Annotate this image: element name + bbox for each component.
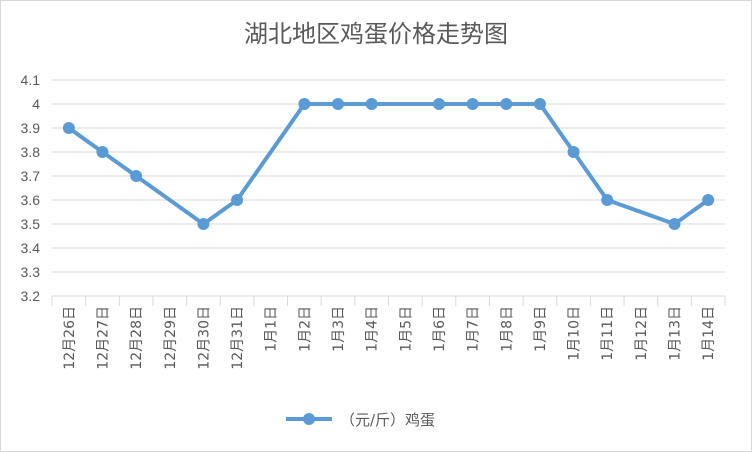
x-tick-label: 1月3日 bbox=[331, 306, 347, 352]
y-tick-label: 3.4 bbox=[21, 240, 41, 256]
y-tick-label: 3.7 bbox=[21, 168, 41, 184]
x-tick-label: 1月12日 bbox=[634, 306, 650, 361]
x-tick-label: 12月28日 bbox=[129, 306, 145, 370]
data-point-7 bbox=[298, 98, 311, 110]
x-axis-ticks bbox=[51, 296, 726, 306]
x-tick-label: 1月8日 bbox=[499, 306, 515, 352]
data-point-15 bbox=[567, 146, 580, 158]
y-tick-label: 4.1 bbox=[21, 72, 41, 88]
data-point-5 bbox=[231, 194, 244, 206]
data-point-12 bbox=[466, 98, 479, 110]
data-point-16 bbox=[601, 194, 614, 206]
x-tick-label: 1月13日 bbox=[668, 306, 684, 361]
x-tick-label: 1月1日 bbox=[264, 306, 280, 352]
data-point-0 bbox=[62, 122, 75, 134]
legend-line-marker bbox=[286, 408, 332, 430]
x-tick-label: 1月4日 bbox=[365, 306, 381, 352]
data-point-1 bbox=[96, 146, 109, 158]
y-tick-label: 3.9 bbox=[21, 120, 41, 136]
x-tick-label: 1月10日 bbox=[567, 306, 583, 361]
legend: （元/斤）鸡蛋 bbox=[286, 408, 435, 430]
y-tick-label: 3.8 bbox=[21, 144, 41, 160]
series-line bbox=[67, 102, 710, 226]
legend-label: （元/斤）鸡蛋 bbox=[340, 410, 436, 429]
data-point-4 bbox=[197, 218, 210, 230]
y-tick-label: 3.2 bbox=[21, 288, 41, 304]
x-tick-label: 12月26日 bbox=[62, 306, 78, 370]
chart-title: 湖北地区鸡蛋价格走势图 bbox=[244, 20, 508, 48]
x-tick-label: 1月6日 bbox=[432, 306, 448, 352]
y-axis-tick-labels: 3.2 3.3 3.4 3.5 3.6 3.7 3.8 3.9 4 4.1 bbox=[21, 72, 41, 304]
data-point-18 bbox=[668, 218, 681, 230]
y-tick-label: 3.3 bbox=[21, 264, 41, 280]
x-tick-label: 1月9日 bbox=[533, 306, 549, 352]
x-tick-label: 1月7日 bbox=[466, 306, 482, 352]
x-tick-label: 1月14日 bbox=[701, 306, 717, 361]
data-point-19 bbox=[702, 194, 715, 206]
y-tick-label: 3.5 bbox=[21, 216, 41, 232]
x-tick-label: 1月5日 bbox=[398, 306, 414, 352]
x-tick-label: 12月29日 bbox=[163, 306, 179, 370]
data-point-2 bbox=[130, 170, 143, 182]
y-tick-label: 3.6 bbox=[21, 192, 41, 208]
x-tick-label: 12月27日 bbox=[95, 306, 111, 370]
x-tick-label: 12月31日 bbox=[230, 306, 246, 370]
gridlines bbox=[52, 79, 725, 297]
x-tick-label: 1月11日 bbox=[600, 306, 616, 361]
data-point-11 bbox=[432, 98, 445, 110]
series-egg-price bbox=[62, 98, 715, 230]
data-point-14 bbox=[533, 98, 546, 110]
data-point-9 bbox=[365, 98, 378, 110]
x-axis-tick-labels: 12月26日 12月27日 12月28日 12月29日 12月30日 12月31日 1月1日… bbox=[62, 306, 717, 370]
y-tick-label: 4 bbox=[32, 96, 40, 112]
x-tick-label: 12月30日 bbox=[196, 306, 212, 370]
data-point-8 bbox=[332, 98, 345, 110]
data-point-13 bbox=[500, 98, 513, 110]
x-tick-label: 1月2日 bbox=[297, 306, 313, 352]
